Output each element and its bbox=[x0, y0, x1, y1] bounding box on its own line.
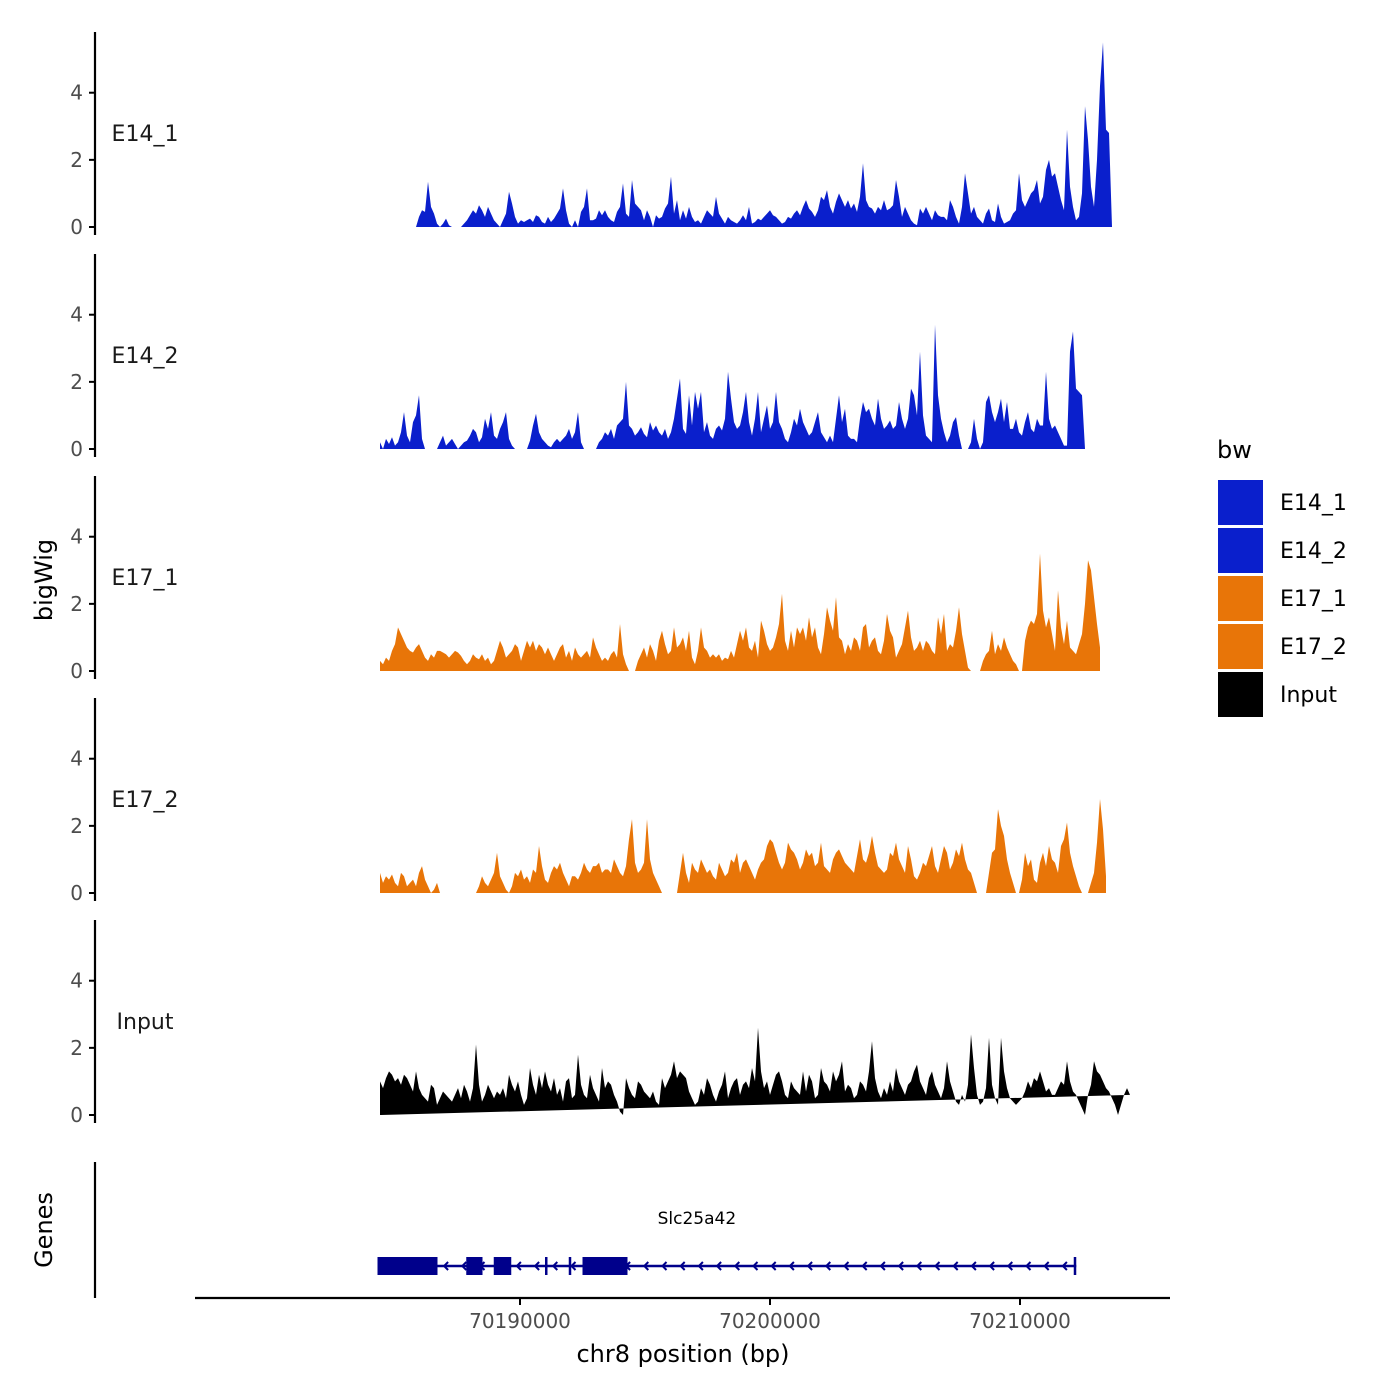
legend-item-E14_2: E14_2 bbox=[1218, 528, 1347, 573]
strand-chevron bbox=[752, 1261, 759, 1271]
legend-swatch bbox=[1218, 624, 1263, 669]
area-Input bbox=[380, 1027, 1130, 1115]
gene-exon bbox=[582, 1257, 628, 1275]
strand-chevron bbox=[697, 1261, 704, 1271]
y-tick-label: 4 bbox=[70, 525, 83, 549]
strand-chevron bbox=[843, 1261, 850, 1271]
strand-chevron bbox=[952, 1261, 959, 1271]
legend-label: E14_2 bbox=[1280, 539, 1347, 564]
legend-label: E17_2 bbox=[1280, 635, 1347, 660]
strand-chevron bbox=[551, 1261, 559, 1271]
genes-track-label: Genes bbox=[30, 1192, 58, 1268]
signal-panels: 0 2 4 E14_1 0 2 4 E14_2 0 2 4 E17_1 0 2 4 E17_2 0 2 4 Input bbox=[70, 32, 1130, 1127]
y-tick-label: 2 bbox=[70, 370, 83, 394]
panel-E14_2: 0 2 4 E14_2 bbox=[70, 254, 1085, 461]
strand-chevron bbox=[915, 1261, 923, 1271]
y-tick-label: 0 bbox=[70, 659, 83, 683]
legend-label: E17_1 bbox=[1280, 587, 1347, 612]
panel-Input: 0 2 4 Input bbox=[70, 920, 1130, 1127]
gene-exon bbox=[493, 1257, 512, 1275]
x-tick-label: 70210000 bbox=[969, 1309, 1071, 1333]
legend-item-E17_2: E17_2 bbox=[1218, 624, 1347, 669]
legend-title: bw bbox=[1217, 436, 1252, 464]
area-E17_2 bbox=[380, 799, 1106, 893]
panel-E17_2: 0 2 4 E17_2 bbox=[70, 698, 1106, 905]
y-tick-label: 4 bbox=[70, 81, 83, 105]
area-E17_1 bbox=[380, 553, 1100, 671]
strand-chevron bbox=[1043, 1261, 1050, 1271]
strand-chevron bbox=[861, 1261, 868, 1271]
gene-Slc25a42: Slc25a42 bbox=[377, 1209, 1077, 1275]
gene-exon bbox=[568, 1257, 572, 1275]
strand-chevron bbox=[679, 1261, 686, 1271]
strand-chevron bbox=[642, 1261, 650, 1271]
x-axis: 70190000 70200000 70210000 bbox=[195, 1296, 1170, 1333]
strand-chevron bbox=[806, 1261, 813, 1271]
y-tick-label: 4 bbox=[70, 303, 83, 327]
y-tick-label: 0 bbox=[70, 1103, 83, 1127]
strand-chevron bbox=[733, 1261, 741, 1271]
legend-items: E14_1 E14_2 E17_1 E17_2 Input bbox=[1218, 480, 1347, 717]
strand-chevron bbox=[988, 1261, 995, 1271]
strand-chevron bbox=[715, 1261, 722, 1271]
facet-label: E14_1 bbox=[112, 122, 179, 147]
legend-swatch bbox=[1218, 528, 1263, 573]
legend-item-Input: Input bbox=[1218, 672, 1337, 717]
y-tick-label: 0 bbox=[70, 881, 83, 905]
strand-chevron bbox=[970, 1261, 977, 1271]
x-tick-label: 70200000 bbox=[719, 1309, 821, 1333]
facet-label: E17_1 bbox=[112, 566, 179, 591]
strand-chevron bbox=[460, 1261, 468, 1271]
strand-chevron bbox=[661, 1261, 668, 1271]
y-tick-label: 2 bbox=[70, 1036, 83, 1060]
genes-panel: Slc25a42 bbox=[93, 1162, 1077, 1298]
facet-label: Input bbox=[117, 1010, 174, 1035]
legend-swatch bbox=[1218, 672, 1263, 717]
y-tick-label: 2 bbox=[70, 148, 83, 172]
strand-chevron bbox=[1061, 1261, 1068, 1271]
area-E14_2 bbox=[380, 324, 1085, 449]
gene-exon bbox=[545, 1257, 548, 1275]
strand-chevron bbox=[1006, 1261, 1014, 1271]
y-tick-label: 0 bbox=[70, 437, 83, 461]
strand-chevron bbox=[533, 1261, 540, 1271]
legend-label: Input bbox=[1280, 683, 1337, 708]
gene-exon bbox=[466, 1257, 483, 1275]
y-tick-label: 0 bbox=[70, 215, 83, 239]
area-E14_1 bbox=[416, 42, 1112, 228]
legend-item-E14_1: E14_1 bbox=[1218, 480, 1347, 525]
strand-chevron bbox=[1025, 1261, 1032, 1271]
y-tick-label: 4 bbox=[70, 969, 83, 993]
strand-chevron bbox=[879, 1261, 886, 1271]
y-tick-label: 2 bbox=[70, 592, 83, 616]
y-axis-label: bigWig bbox=[30, 539, 58, 621]
facet-label: E17_2 bbox=[112, 788, 179, 813]
panel-E17_1: 0 2 4 E17_1 bbox=[70, 476, 1100, 683]
y-tick-label: 4 bbox=[70, 747, 83, 771]
strand-chevron bbox=[788, 1261, 795, 1271]
y-tick-label: 2 bbox=[70, 814, 83, 838]
strand-chevron bbox=[934, 1261, 941, 1271]
legend: bw E14_1 E14_2 E17_1 E17_2 Input bbox=[1217, 436, 1347, 717]
facet-label: E14_2 bbox=[112, 344, 179, 369]
panel-E14_1: 0 2 4 E14_1 bbox=[70, 32, 1112, 239]
legend-swatch bbox=[1218, 480, 1263, 525]
gene-exon bbox=[377, 1257, 438, 1275]
gene-exon bbox=[1073, 1257, 1077, 1275]
x-tick-label: 70190000 bbox=[469, 1309, 571, 1333]
legend-label: E14_1 bbox=[1280, 491, 1347, 516]
strand-chevron bbox=[442, 1261, 449, 1271]
strand-chevron bbox=[897, 1261, 904, 1271]
strand-chevron bbox=[570, 1261, 577, 1271]
strand-chevron bbox=[515, 1261, 522, 1271]
strand-chevron bbox=[770, 1261, 777, 1271]
gene-name-label: Slc25a42 bbox=[658, 1209, 737, 1229]
x-axis-label: chr8 position (bp) bbox=[576, 1340, 789, 1368]
legend-item-E17_1: E17_1 bbox=[1218, 576, 1347, 621]
legend-swatch bbox=[1218, 576, 1263, 621]
strand-chevron bbox=[824, 1261, 832, 1271]
